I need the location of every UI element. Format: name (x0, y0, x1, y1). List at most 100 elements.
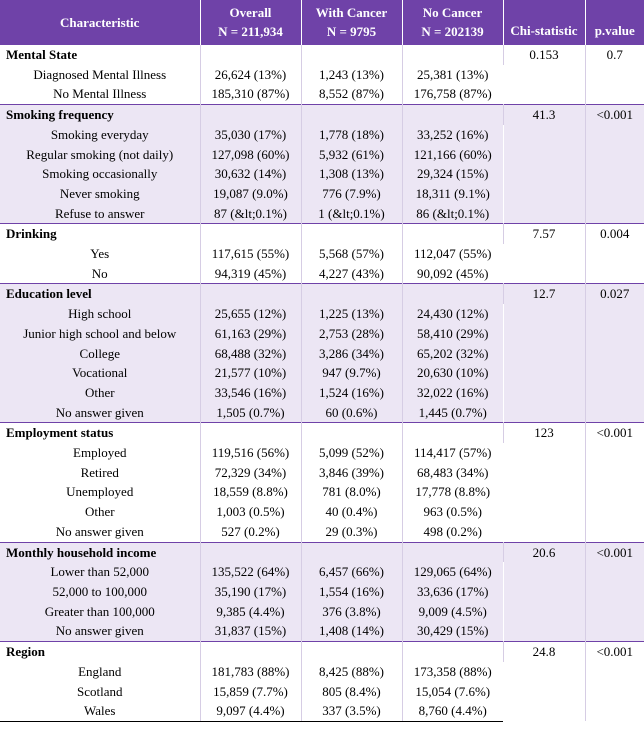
chi-statistic-cell: 123 (503, 422, 586, 543)
row-label: Employed (0, 443, 201, 463)
no-cancer-cell: 24,430 (12%) (402, 304, 503, 324)
table-row: England 181,783 (88%) 8,425 (88%) 173,358 (… (0, 661, 644, 682)
empty-cell (301, 422, 403, 444)
table-row: No answer given 31,837 (15%) 1,408 (14%) 30… (0, 621, 644, 642)
with-cancer-cell: 6,457 (66%) (301, 562, 403, 582)
overall-cell: 18,559 (8.8%) (200, 482, 302, 503)
with-cancer-cell: 1,778 (18%) (301, 124, 403, 145)
table-row: Unemployed 18,559 (8.8%) 781 (8.0%) 17,778 … (0, 482, 644, 503)
empty-cell (200, 223, 302, 245)
header-with-cancer-label: With Cancer (315, 5, 388, 20)
no-cancer-cell: 15,054 (7.6%) (402, 681, 503, 702)
table-row: Retired 72,329 (34%) 3,846 (39%) 68,483 (34… (0, 462, 644, 483)
with-cancer-cell: 1,554 (16%) (301, 581, 403, 602)
row-label: Yes (0, 244, 201, 264)
p-value-cell: 0.027 (585, 283, 644, 423)
row-label: No Mental Illness (0, 84, 201, 105)
p-value-cell: <0.001 (585, 541, 644, 642)
no-cancer-cell: 86 (&lt;0.1%) (402, 203, 503, 224)
no-cancer-cell: 18,311 (9.1%) (402, 183, 503, 204)
empty-cell (301, 283, 403, 305)
overall-cell: 127,098 (60%) (200, 144, 302, 165)
chi-statistic-cell: 41.3 (503, 104, 586, 224)
table-row: Greater than 100,000 9,385 (4.4%) 376 (3.8… (0, 601, 644, 622)
empty-cell (402, 541, 504, 563)
with-cancer-cell: 2,753 (28%) (301, 323, 403, 344)
row-label: Smoking everyday (0, 124, 201, 145)
table-row: Vocational 21,577 (10%) 947 (9.7%) 20,630 (… (0, 363, 644, 383)
table-row: 52,000 to 100,000 35,190 (17%) 1,554 (16%)… (0, 581, 644, 602)
with-cancer-cell: 776 (7.9%) (301, 183, 403, 204)
empty-cell (301, 43, 403, 65)
table-row: Employed 119,516 (56%) 5,099 (52%) 114,417 … (0, 443, 644, 463)
with-cancer-cell: 1 (&lt;0.1%) (301, 203, 403, 224)
header-p-value-label: p.value (594, 23, 635, 38)
table-row: Scotland 15,859 (7.7%) 805 (8.4%) 15,054 (7… (0, 681, 644, 702)
table-row: No 94,319 (45%) 4,227 (43%) 90,092 (45%) (0, 263, 644, 284)
header-no-cancer-label: No Cancer (422, 5, 483, 20)
with-cancer-cell: 376 (3.8%) (301, 601, 403, 622)
overall-cell: 181,783 (88%) (200, 661, 302, 682)
header-row: Characteristic Overall N = 211,934 With … (0, 0, 644, 45)
with-cancer-cell: 40 (0.4%) (301, 502, 403, 522)
header-overall: Overall N = 211,934 (200, 0, 302, 45)
empty-cell (402, 43, 504, 65)
row-label: High school (0, 304, 201, 324)
section-group: Drinking 7.57 0.004 Yes 117,615 (55%) 5,568 (… (0, 223, 644, 284)
no-cancer-cell: 20,630 (10%) (402, 363, 503, 383)
overall-cell: 35,030 (17%) (200, 124, 302, 145)
overall-cell: 68,488 (32%) (200, 343, 302, 364)
with-cancer-cell: 5,099 (52%) (301, 443, 403, 463)
empty-cell (200, 641, 302, 662)
row-label: Junior high school and below (0, 323, 201, 344)
header-with-cancer: With Cancer N = 9795 (301, 0, 403, 45)
overall-cell: 19,087 (9.0%) (200, 183, 302, 204)
overall-cell: 21,577 (10%) (200, 363, 302, 383)
section-title: Employment status (0, 422, 201, 444)
row-label: No answer given (0, 621, 201, 642)
chi-statistic-cell: 12.7 (503, 283, 586, 423)
no-cancer-cell: 8,760 (4.4%) (402, 701, 503, 722)
no-cancer-cell: 963 (0.5%) (402, 502, 503, 522)
empty-cell (301, 641, 403, 662)
section-header-row: Smoking frequency 41.3 <0.001 (0, 104, 644, 224)
row-label: 52,000 to 100,000 (0, 581, 201, 602)
header-overall-label: Overall (229, 5, 272, 20)
overall-cell: 35,190 (17%) (200, 581, 302, 602)
with-cancer-cell: 1,225 (13%) (301, 304, 403, 324)
overall-cell: 119,516 (56%) (200, 443, 302, 463)
section-group: Employment status 123 <0.001 Employed 119,51… (0, 422, 644, 543)
overall-cell: 31,837 (15%) (200, 621, 302, 642)
empty-cell (402, 223, 504, 245)
header-no-cancer-n: N = 202139 (421, 24, 484, 39)
header-characteristic-label: Characteristic (60, 14, 140, 30)
row-label: Vocational (0, 363, 201, 383)
row-label: No (0, 263, 201, 284)
section-group: Monthly household income 20.6 <0.001 Lower … (0, 541, 644, 642)
p-value-cell: 0.004 (585, 223, 644, 284)
overall-cell: 135,522 (64%) (200, 562, 302, 582)
table-header: Characteristic Overall N = 211,934 With … (0, 0, 644, 45)
section-header-row: Region 24.8 <0.001 (0, 641, 644, 722)
table-row: Lower than 52,000 135,522 (64%) 6,457 (66%… (0, 562, 644, 582)
empty-cell (200, 43, 302, 65)
empty-cell (200, 541, 302, 563)
no-cancer-cell: 9,009 (4.5%) (402, 601, 503, 622)
with-cancer-cell: 1,408 (14%) (301, 621, 403, 642)
section-header-row: Education level 12.7 0.027 (0, 283, 644, 423)
section-group: Mental State 0.153 0.7 Diagnosed Mental Ill… (0, 43, 644, 105)
no-cancer-cell: 90,092 (45%) (402, 263, 503, 284)
row-label: Wales (0, 701, 201, 722)
with-cancer-cell: 5,568 (57%) (301, 244, 403, 264)
table-row: Regular smoking (not daily) 127,098 (60%)… (0, 144, 644, 165)
table-row: Diagnosed Mental Illness 26,624 (13%) 1,24… (0, 64, 644, 85)
section-header-row: Mental State 0.153 0.7 (0, 43, 644, 105)
no-cancer-cell: 112,047 (55%) (402, 244, 503, 264)
no-cancer-cell: 121,166 (60%) (402, 144, 503, 165)
empty-cell (200, 283, 302, 305)
with-cancer-cell: 947 (9.7%) (301, 363, 403, 383)
header-with-cancer-n: N = 9795 (326, 24, 377, 39)
no-cancer-cell: 30,429 (15%) (402, 621, 503, 642)
